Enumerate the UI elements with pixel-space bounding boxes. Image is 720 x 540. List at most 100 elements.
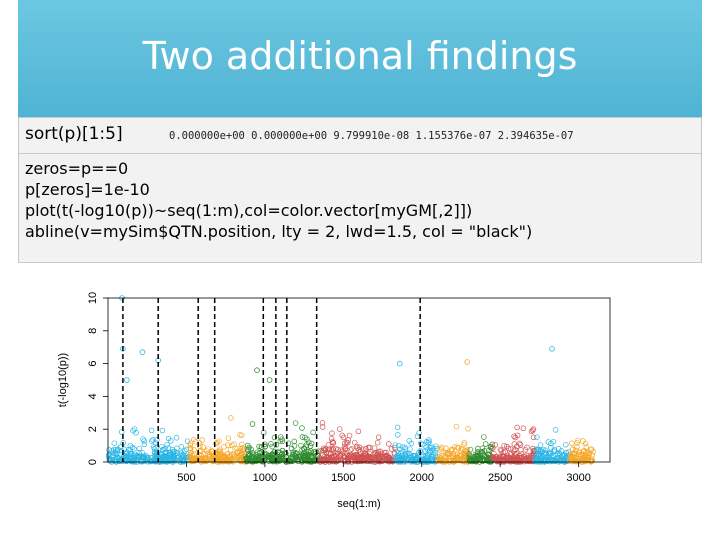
data-point: [360, 455, 366, 462]
data-point: [551, 448, 557, 454]
data-point: [414, 455, 420, 461]
data-point: [151, 453, 158, 460]
data-point: [184, 438, 191, 444]
data-point: [188, 446, 194, 452]
data-point: [589, 452, 596, 458]
data-point: [159, 443, 165, 450]
data-point: [407, 446, 413, 452]
data-point: [574, 444, 580, 450]
data-point: [511, 441, 518, 447]
data-point: [256, 443, 262, 450]
data-point: [231, 441, 237, 448]
data-point: [374, 439, 381, 446]
data-point: [395, 432, 401, 438]
data-point: [308, 440, 315, 447]
data-point: [245, 446, 252, 452]
data-point: [148, 427, 155, 434]
data-point: [448, 448, 455, 454]
data-point: [411, 453, 417, 459]
data-point: [484, 457, 490, 464]
data-point: [170, 458, 177, 464]
data-point: [330, 445, 336, 452]
data-point: [424, 446, 431, 453]
data-point: [118, 448, 125, 454]
data-point: [336, 426, 343, 432]
data-point: [465, 426, 471, 432]
data-point: [340, 448, 346, 454]
data-point: [159, 455, 166, 461]
data-point: [221, 454, 228, 461]
data-point: [255, 457, 261, 464]
data-point: [563, 457, 569, 463]
data-point: [162, 458, 168, 465]
data-point: [543, 451, 549, 457]
data-point: [319, 420, 326, 426]
data-point: [228, 415, 234, 421]
data-point: [299, 434, 306, 440]
data-point: [153, 453, 160, 460]
x-tick-label: 1000: [253, 472, 277, 484]
data-point: [156, 458, 163, 464]
data-point: [569, 446, 576, 453]
data-point: [142, 457, 149, 463]
data-point: [481, 448, 488, 454]
data-point: [375, 450, 381, 456]
highlighted-point: [124, 377, 130, 383]
data-point: [510, 453, 516, 460]
data-point: [244, 442, 251, 449]
data-point: [466, 451, 473, 457]
data-point: [469, 458, 475, 465]
data-point: [193, 439, 199, 445]
data-point: [508, 452, 514, 458]
y-tick-label: 2: [87, 426, 99, 432]
highlighted-point: [396, 360, 403, 367]
data-point: [163, 450, 169, 456]
data-point: [534, 434, 540, 440]
data-point: [535, 447, 541, 453]
x-tick-label: 3000: [566, 472, 590, 484]
data-point: [570, 446, 576, 452]
data-point: [164, 441, 170, 448]
data-point: [315, 448, 321, 454]
axes-layer: 500 1000 1500 2000 2500 3000 0 2 4 6 8 10: [87, 292, 591, 484]
data-point: [523, 452, 529, 458]
data-point: [562, 455, 569, 461]
data-point: [300, 445, 307, 452]
data-point: [159, 458, 166, 464]
data-point: [545, 457, 552, 464]
data-point: [365, 444, 372, 451]
data-point: [530, 434, 537, 441]
data-point: [203, 448, 210, 454]
data-point: [388, 446, 395, 452]
data-point: [276, 455, 282, 461]
data-point: [572, 447, 579, 454]
data-point: [378, 458, 384, 465]
data-point: [248, 446, 254, 453]
data-point: [407, 453, 414, 460]
code-line-2: p[zeros]=1e-10: [25, 180, 150, 199]
data-point: [563, 441, 569, 448]
data-point: [546, 454, 552, 460]
data-point: [552, 427, 559, 433]
data-point: [340, 434, 347, 441]
data-point: [249, 421, 256, 427]
data-point: [111, 457, 117, 464]
data-point: [371, 445, 378, 451]
data-point: [580, 448, 586, 455]
data-point: [460, 454, 467, 460]
data-point: [512, 434, 519, 441]
data-point: [369, 456, 376, 462]
data-point: [425, 451, 431, 458]
data-point: [569, 440, 575, 447]
data-point: [574, 440, 580, 446]
x-axis-label: seq(1:m): [337, 498, 380, 510]
data-point: [426, 437, 432, 443]
data-point: [498, 447, 505, 454]
data-point: [402, 452, 409, 459]
data-point: [268, 441, 274, 447]
data-point: [178, 452, 184, 459]
data-point: [501, 457, 507, 464]
data-point: [131, 446, 137, 452]
data-point: [455, 444, 462, 451]
data-point: [557, 458, 563, 464]
